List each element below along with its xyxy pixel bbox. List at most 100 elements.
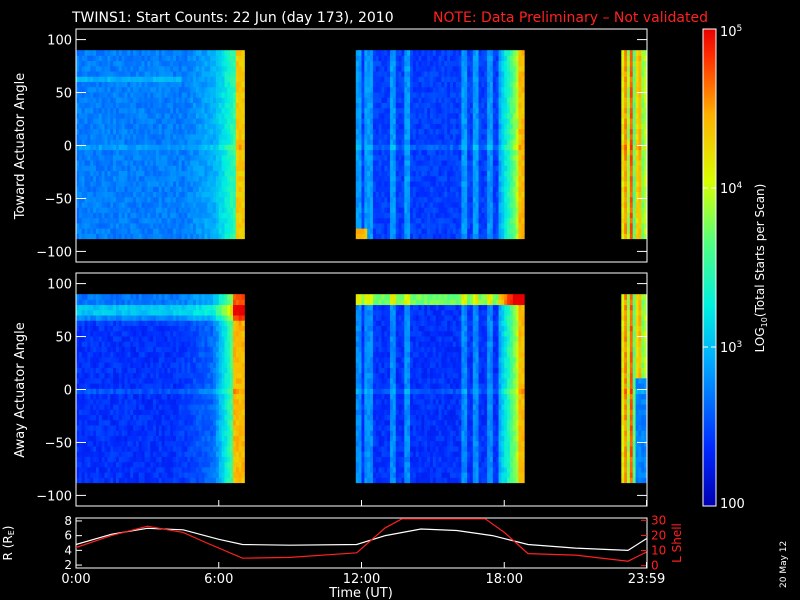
heatmap-cell <box>392 92 397 98</box>
heatmap-cell <box>481 107 485 114</box>
heatmap-cell <box>404 160 408 166</box>
heatmap-cell <box>478 118 482 124</box>
heatmap-cell <box>181 118 185 124</box>
heatmap-cell <box>632 86 636 93</box>
heatmap-cell <box>438 71 442 77</box>
heatmap-cell <box>218 144 222 151</box>
heatmap-cell <box>624 139 628 145</box>
heatmap-cell <box>427 133 431 140</box>
heatmap-cell <box>644 97 648 103</box>
heatmap-cell <box>204 71 208 77</box>
heatmap-cell <box>467 186 471 192</box>
heatmap-cell <box>90 446 94 452</box>
heatmap-cell <box>181 207 185 213</box>
heatmap-cell <box>101 212 105 219</box>
heatmap-cell <box>124 160 128 166</box>
heatmap-cell <box>193 102 197 109</box>
heatmap-cell <box>627 118 631 124</box>
heatmap-cell <box>418 71 422 77</box>
heatmap-cell <box>458 217 462 224</box>
heatmap-cell <box>130 160 134 166</box>
heatmap-cell <box>509 55 514 62</box>
heatmap-cell <box>144 202 148 208</box>
heatmap-cell <box>235 65 240 72</box>
heatmap-cell <box>173 212 177 219</box>
heatmap-cell <box>175 123 180 130</box>
heatmap-cell <box>375 81 380 88</box>
heatmap-cell <box>404 86 408 93</box>
heatmap-cell <box>161 181 165 187</box>
heatmap-cell <box>98 430 103 436</box>
heatmap-cell <box>364 160 368 166</box>
heatmap-cell <box>624 50 628 56</box>
heatmap-cell <box>158 102 163 109</box>
heatmap-cell <box>201 154 205 161</box>
heatmap-cell <box>224 113 228 119</box>
heatmap-cell <box>404 217 408 224</box>
heatmap-cell <box>115 233 120 240</box>
heatmap-cell <box>133 92 137 98</box>
heatmap-cell <box>378 175 382 182</box>
heatmap-cell <box>195 107 200 114</box>
heatmap-cell <box>621 86 625 93</box>
heatmap-cell <box>489 191 494 198</box>
heatmap-cell <box>207 92 211 98</box>
heatmap-cell <box>224 170 228 177</box>
heatmap-cell <box>155 217 160 224</box>
heatmap-cell <box>87 414 91 421</box>
heatmap-cell <box>478 181 482 187</box>
heatmap-cell <box>624 212 628 219</box>
heatmap-cell <box>207 160 211 166</box>
heatmap-cell <box>398 107 402 114</box>
heatmap-cell <box>492 154 497 161</box>
heatmap-cell <box>207 71 211 77</box>
heatmap-cell <box>492 212 497 219</box>
heatmap-cell <box>184 233 188 240</box>
heatmap-cell <box>213 65 217 72</box>
heatmap-cell <box>227 76 231 82</box>
heatmap-cell <box>407 217 411 224</box>
heatmap-cell <box>438 181 442 187</box>
heatmap-cell <box>193 76 197 82</box>
heatmap-cell <box>512 133 517 140</box>
heatmap-cell <box>461 175 465 182</box>
heatmap-cell <box>455 81 459 88</box>
heatmap-cell <box>358 97 362 103</box>
heatmap-cell <box>387 65 391 72</box>
heatmap-cell <box>98 299 103 306</box>
heatmap-cell <box>121 217 125 224</box>
heatmap-cell <box>515 76 519 82</box>
heatmap-cell <box>84 357 88 363</box>
heatmap-cell <box>484 113 488 119</box>
heatmap-cell <box>87 325 91 332</box>
heatmap-cell <box>207 186 211 192</box>
heatmap-cell <box>187 191 191 198</box>
heatmap-cell <box>173 222 177 229</box>
heatmap-cell <box>101 383 105 389</box>
heatmap-cell <box>632 113 636 119</box>
heatmap-cell <box>107 65 111 72</box>
heatmap-cell <box>164 133 168 140</box>
heatmap-cell <box>107 71 111 77</box>
heatmap-cell <box>78 97 83 103</box>
heatmap-cell <box>218 228 222 234</box>
heatmap-cell <box>93 456 97 463</box>
heatmap-cell <box>207 81 211 88</box>
heatmap-cell <box>358 154 362 161</box>
heatmap-cell <box>235 186 240 192</box>
heatmap-cell <box>127 86 131 93</box>
heatmap-cell <box>90 341 94 347</box>
heatmap-cell <box>78 315 83 321</box>
heatmap-cell <box>133 191 137 198</box>
heatmap-cell <box>98 97 103 103</box>
heatmap-cell <box>173 139 177 145</box>
heatmap-cell <box>93 472 97 478</box>
heatmap-cell <box>512 76 517 82</box>
heatmap-cell <box>441 149 445 156</box>
heatmap-cell <box>407 181 411 187</box>
heatmap-cell <box>90 477 94 484</box>
heatmap-cell <box>78 154 83 161</box>
heatmap-cell <box>358 217 362 224</box>
heatmap-cell <box>153 133 157 140</box>
heatmap-cell <box>464 222 468 229</box>
